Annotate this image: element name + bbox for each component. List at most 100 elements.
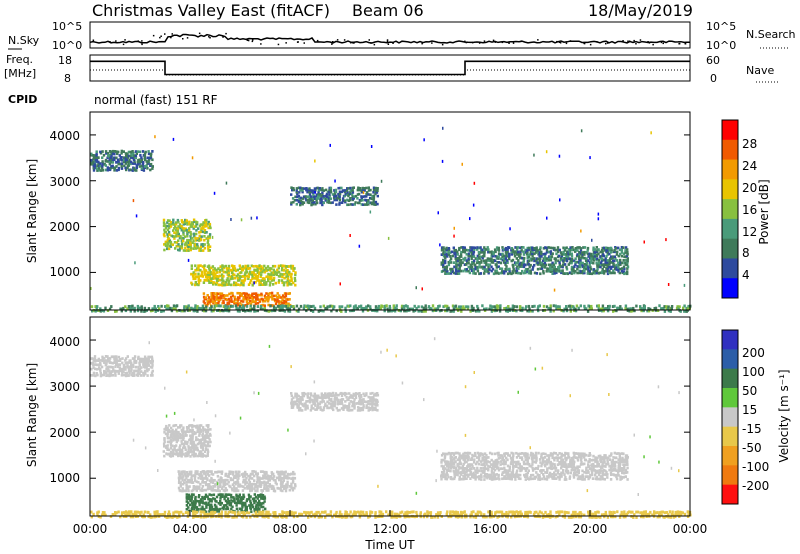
velocity-cell — [211, 473, 215, 476]
power-cell — [204, 278, 207, 282]
velocity-cell — [165, 452, 168, 455]
power-cell — [297, 199, 301, 202]
velocity-cell — [201, 489, 204, 492]
power-cell — [245, 296, 248, 300]
velocity-cell — [369, 402, 372, 406]
velocity-cell — [201, 505, 204, 509]
velocity-cell — [231, 470, 235, 474]
power-cell — [283, 301, 286, 305]
velocity-cell — [552, 451, 556, 455]
velocity-cell — [108, 357, 112, 360]
power-cell — [312, 193, 315, 197]
power-cell — [588, 261, 592, 264]
velocity-cell — [192, 501, 196, 505]
velocity-cell — [208, 499, 212, 503]
power-cell — [117, 162, 120, 166]
power-cell — [375, 191, 379, 194]
power-cell — [99, 169, 103, 172]
power-cell — [223, 266, 226, 270]
power-cell — [604, 259, 607, 262]
velocity-cell — [210, 500, 213, 503]
power-cell — [606, 263, 610, 266]
power-cell — [613, 304, 616, 308]
velocity-cell — [447, 451, 451, 455]
velocity-cell — [108, 359, 111, 363]
power-cell — [292, 187, 295, 190]
velocity-cell — [232, 485, 236, 488]
power-cell — [207, 264, 211, 268]
velocity-cell — [171, 444, 174, 448]
power-cell — [533, 257, 536, 260]
power-cell — [97, 309, 101, 312]
power-cell — [249, 281, 252, 285]
power-cell — [442, 269, 445, 273]
power-cell — [555, 271, 558, 275]
power-cell — [576, 253, 579, 256]
power-cell — [95, 158, 99, 162]
power-cell — [207, 247, 210, 250]
velocity-cell — [524, 453, 527, 457]
power-cell — [111, 152, 115, 155]
power-cell — [104, 168, 108, 172]
velocity-cell — [109, 374, 113, 377]
power-cell — [420, 305, 424, 309]
power-cell — [490, 259, 493, 262]
power-cell — [301, 187, 304, 190]
velocity-cell — [308, 400, 312, 404]
power-cell — [166, 221, 169, 224]
power-cell — [272, 294, 276, 298]
power-cell — [538, 248, 542, 251]
velocity-cell — [503, 466, 506, 470]
velocity-cell — [124, 365, 127, 369]
velocity-cell — [197, 473, 201, 476]
velocity-cell — [494, 461, 497, 464]
power-cell — [492, 252, 495, 256]
power-cell — [515, 261, 518, 265]
power-cell — [476, 254, 479, 258]
power-cell — [270, 279, 274, 282]
velocity-cell — [187, 445, 190, 448]
noise-panel: N.Sky 10^5 10^0 10^5 10^0 N.Search — [8, 20, 796, 52]
power-cell — [222, 279, 225, 283]
power-cell — [271, 264, 275, 268]
power-cell — [454, 304, 458, 308]
velocity-cell — [463, 456, 466, 460]
velocity-cell — [304, 402, 307, 405]
power-cell — [197, 268, 200, 272]
power-cell — [476, 304, 479, 308]
velocity-cell — [179, 432, 182, 436]
power-cell — [197, 279, 200, 282]
power-cell — [290, 272, 293, 276]
velocity-cell — [149, 360, 153, 363]
velocity-cell — [192, 505, 195, 509]
power-cell — [588, 307, 591, 311]
velocity-cell — [204, 481, 207, 484]
power-cell — [231, 304, 234, 308]
velocity-cell — [474, 476, 477, 479]
power-cell — [208, 301, 211, 305]
power-cell — [550, 255, 554, 258]
velocity-cell — [254, 472, 258, 476]
power-cell — [293, 199, 297, 202]
velocity-cell — [166, 432, 169, 436]
velocity-cell — [250, 482, 254, 486]
velocity-cell — [467, 463, 470, 466]
power-cell — [102, 153, 106, 157]
power-cell — [254, 299, 257, 303]
power-cell — [256, 269, 259, 273]
velocity-cell — [469, 473, 472, 476]
velocity-cell — [218, 489, 222, 493]
power-cell — [213, 306, 216, 310]
velocity-cell — [486, 460, 489, 463]
velocity-cell — [299, 407, 302, 410]
velocity-cell — [196, 508, 199, 511]
power-cell — [453, 251, 456, 254]
power-cell — [206, 236, 209, 240]
velocity-cell — [449, 452, 452, 455]
velocity-cell — [177, 432, 180, 435]
velocity-cell — [95, 367, 99, 371]
velocity-cell — [140, 357, 143, 361]
velocity-cell — [505, 473, 508, 476]
power-cell — [147, 150, 150, 153]
velocity-cell — [249, 495, 252, 498]
